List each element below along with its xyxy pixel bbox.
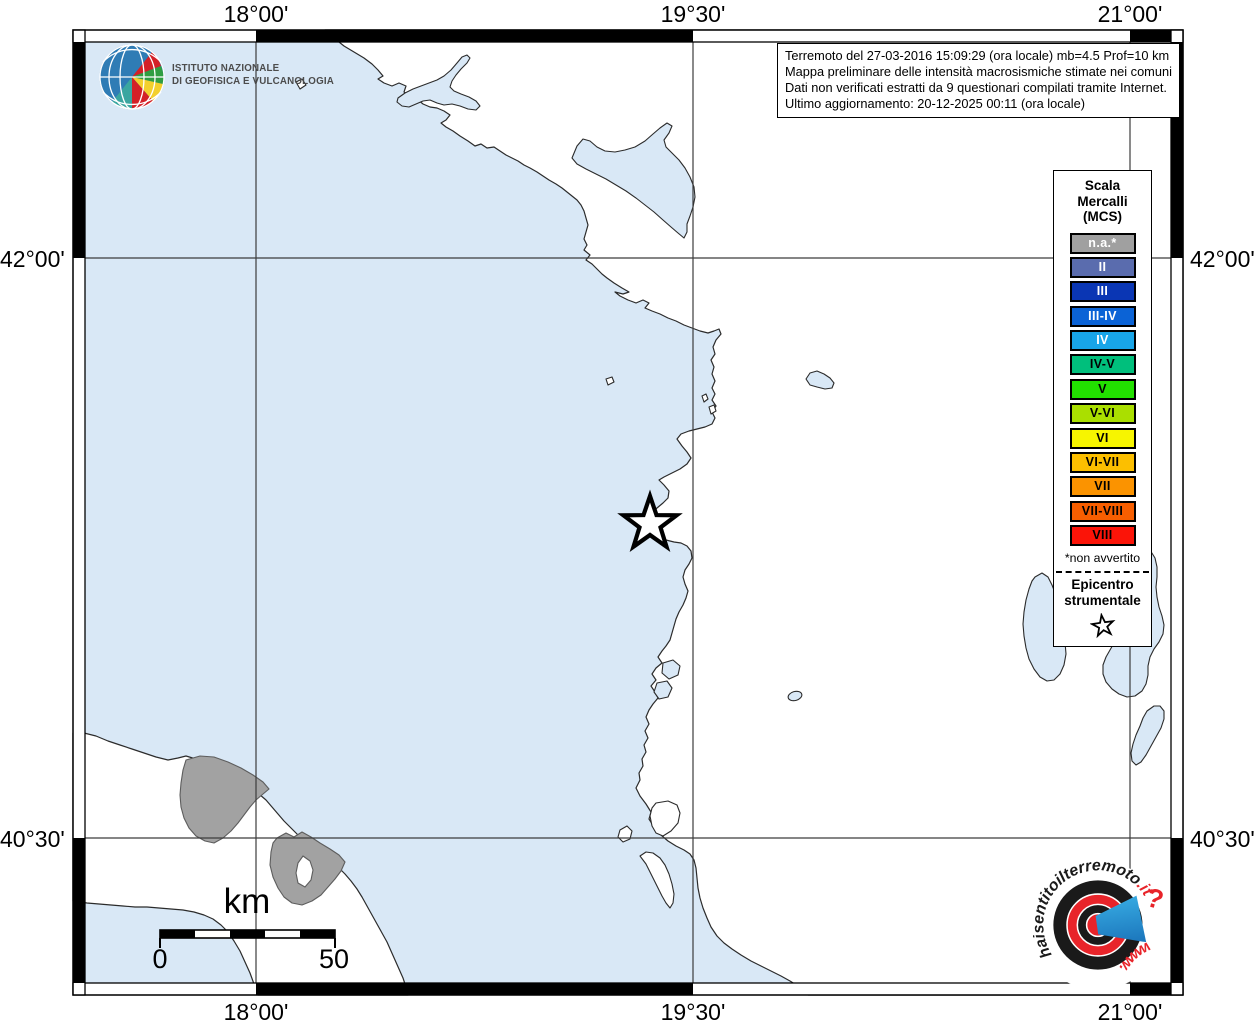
legend-item: II [1054,256,1151,278]
legend-swatch: III [1069,281,1136,303]
legend-item: IV-V [1054,354,1151,376]
question-mark-icon: ? [1143,882,1167,915]
legend-item: VI [1054,427,1151,449]
legend-title-line2: Mercalli [1077,193,1128,209]
small-pond [787,690,803,702]
legend-swatch: VII-VIII [1069,500,1136,522]
legend-title: Scala Mercalli (MCS) [1054,178,1151,225]
legend-item: VII [1054,476,1151,498]
legend-swatch: n.a.* [1069,232,1136,254]
megaphone-icon [1095,895,1147,943]
legend-swatch: III-IV [1069,305,1136,327]
legend-epicenter-star-icon [1088,612,1115,639]
islet [701,393,709,403]
legend-epicenter-label: Epicentro strumentale [1054,577,1151,609]
scale-unit-label: km [223,882,271,921]
legend-item: V-VI [1054,403,1151,425]
legend-swatch: IV-V [1069,354,1136,376]
grid-label-top-2: 19°30' [660,1,726,27]
haisentito-logo: ? haisentitoilterremoto.it www. [1033,858,1167,990]
info-line-map: Mappa preliminare delle intensità macros… [785,64,1172,79]
map-frame [72,29,1184,996]
legend-item: III [1054,281,1151,303]
legend-swatch: VIII [1069,525,1136,547]
islet [605,376,615,386]
legend-item: IV [1054,330,1151,352]
grid-label-bottom-3: 21°00' [1097,999,1163,1024]
municipality-polygon [179,755,270,844]
legend-swatch: VI [1069,427,1136,449]
scale-start-label: 0 [152,944,168,974]
legend-swatch: VI-VII [1069,452,1136,474]
grid-label-right-1: 42°00' [1190,246,1255,272]
legend-epicenter-line2: strumentale [1064,593,1141,609]
small-lake [805,370,835,390]
ingv-logo-globe [99,44,165,110]
info-line-data: Dati non verificati estratti da 9 questi… [785,80,1167,95]
legend-swatch: IV [1069,330,1136,352]
grid-label-left-2: 40°30' [0,826,65,852]
lagoon-2 [653,680,673,700]
ingv-text-line1: ISTITUTO NAZIONALE [172,62,280,74]
islands [295,78,717,909]
legend-epicenter-line1: Epicentro [1071,577,1134,593]
info-line-event: Terremoto del 27-03-2016 15:09:29 (ora l… [785,48,1170,63]
karaburun-peninsula [639,851,675,909]
grid-label-bottom-1: 18°00' [223,999,289,1024]
epicenter-star [617,489,683,553]
lake-lesser-prespa [1130,705,1165,766]
legend-swatch: II [1069,256,1136,278]
bay-kotor [396,54,481,111]
legend-panel: Scala Mercalli (MCS) n.a.* II III III-IV IV I… [1053,170,1152,647]
lagoon-1 [661,659,681,680]
municipalities-na [179,755,346,906]
sazan-island [649,800,681,837]
grid-label-bottom-2: 19°30' [660,999,726,1024]
scale-end-label: 50 [318,944,350,974]
legend-item: VI-VII [1054,452,1151,474]
legend-footnote: *non avvertito [1064,551,1141,566]
islet [295,78,307,90]
ingv-text-line2: DI GEOFISICA E VULCANOLOGIA [172,75,334,87]
scale-bar [159,929,336,948]
legend-item: III-IV [1054,305,1151,327]
grid-label-top-3: 21°00' [1097,1,1163,27]
municipality-hole [295,855,314,888]
legend-title-line1: Scala [1084,178,1121,193]
grid-label-left-1: 42°00' [0,246,65,272]
legend-title-line3: (MCS) [1083,209,1122,224]
earthquake-info-box: Terremoto del 27-03-2016 15:09:29 (ora l… [777,43,1180,118]
legend-item: n.a.* [1054,232,1151,254]
islet [708,404,717,415]
info-line-update: Ultimo aggiornamento: 20-12-2025 00:11 (… [785,96,1085,111]
legend-swatch: V-VI [1069,403,1136,425]
legend-items: n.a.* II III III-IV IV IV-V V V-VI VI VI-VII VII VI… [1054,232,1151,547]
legend-item: VII-VIII [1054,500,1151,522]
legend-swatch: V [1069,378,1136,400]
grid-label-top-1: 18°00' [223,1,289,27]
legend-item: V [1054,378,1151,400]
coastline-balkan [324,29,1184,996]
legend-item: VIII [1054,525,1151,547]
ingv-logo-text: ISTITUTO NAZIONALE DI GEOFISICA E VULCAN… [172,62,334,88]
grid-label-right-2: 40°30' [1190,826,1255,852]
legend-swatch: VII [1069,476,1136,498]
lake-skadar [571,122,696,239]
legend-separator [1056,571,1149,574]
